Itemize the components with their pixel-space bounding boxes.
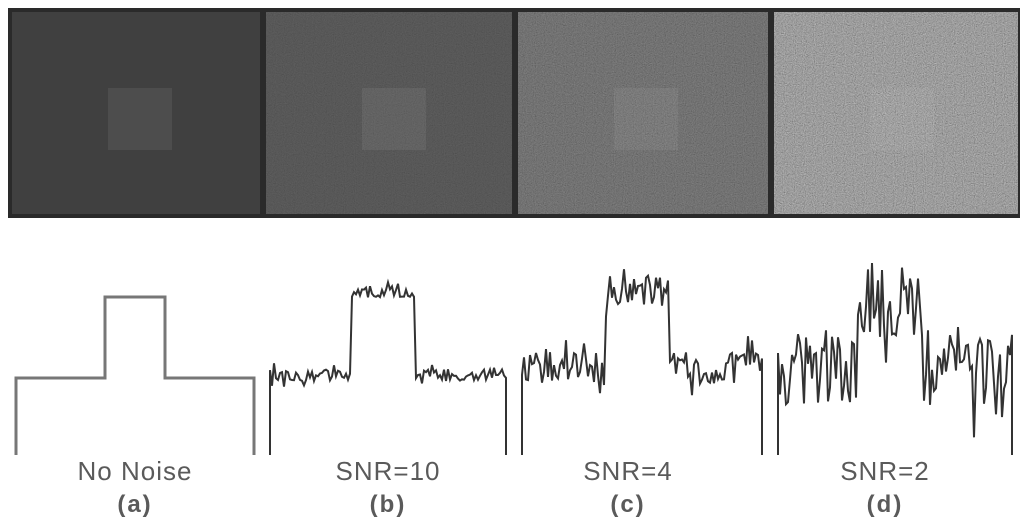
panel-label: SNR=4: [583, 456, 673, 486]
panel-label: SNR=2: [840, 456, 930, 486]
panel-tag: (c): [610, 491, 645, 518]
image-noise: [266, 12, 512, 214]
panel-tag: (d): [867, 491, 904, 518]
panel-label: SNR=10: [336, 456, 441, 486]
intensity-profile: [14, 295, 256, 455]
intensity-profile: [269, 278, 507, 455]
image-noise: [774, 12, 1018, 214]
intensity-profile: [521, 269, 763, 455]
intensity-profile: [777, 262, 1013, 455]
panel-tag: (a): [117, 491, 152, 518]
panel-tag: (b): [370, 491, 407, 518]
target-square: [108, 88, 172, 150]
panel-label: No Noise: [78, 456, 193, 486]
image-noise: [518, 12, 768, 214]
